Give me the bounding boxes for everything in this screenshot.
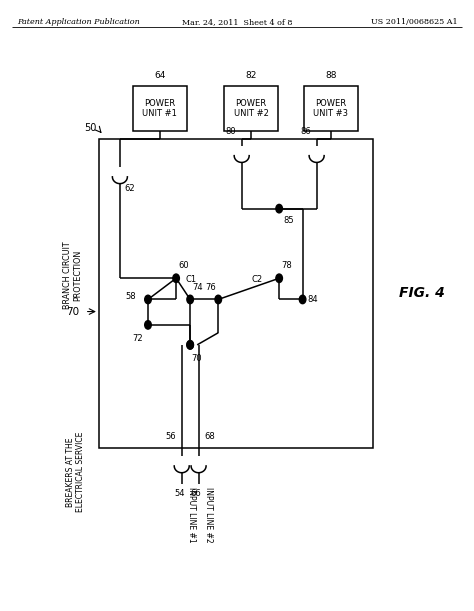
Text: 88: 88 <box>325 71 337 80</box>
Text: POWER
UNIT #2: POWER UNIT #2 <box>234 99 268 119</box>
Text: Mar. 24, 2011  Sheet 4 of 8: Mar. 24, 2011 Sheet 4 of 8 <box>182 18 292 26</box>
Text: US 2011/0068625 A1: US 2011/0068625 A1 <box>371 18 457 26</box>
Circle shape <box>299 295 306 304</box>
Text: 86: 86 <box>300 127 311 136</box>
Text: 58: 58 <box>126 292 137 301</box>
Text: 60: 60 <box>178 262 189 271</box>
Text: BREAKERS AT THE
ELECTRICAL SERVICE: BREAKERS AT THE ELECTRICAL SERVICE <box>66 432 85 512</box>
Text: 78: 78 <box>282 262 292 271</box>
Text: 84: 84 <box>307 295 318 304</box>
Circle shape <box>173 274 179 282</box>
Bar <box>133 86 187 131</box>
Text: 72: 72 <box>133 334 143 343</box>
Text: POWER
UNIT #1: POWER UNIT #1 <box>142 99 177 119</box>
Text: 82: 82 <box>246 71 257 80</box>
Text: C1: C1 <box>185 275 197 284</box>
Text: 70: 70 <box>66 307 80 316</box>
Bar <box>99 139 373 448</box>
Circle shape <box>187 295 193 304</box>
Text: Patent Application Publication: Patent Application Publication <box>17 18 139 26</box>
Bar <box>224 86 278 131</box>
Text: 64: 64 <box>154 71 165 80</box>
Text: 68: 68 <box>204 433 215 441</box>
Text: 54: 54 <box>174 489 185 498</box>
Text: 62: 62 <box>125 185 135 194</box>
Circle shape <box>145 295 151 304</box>
Text: 74: 74 <box>192 283 203 292</box>
Circle shape <box>215 295 221 304</box>
Text: 80: 80 <box>225 127 236 136</box>
Text: FIG. 4: FIG. 4 <box>399 287 445 301</box>
Text: 66: 66 <box>191 489 201 498</box>
Text: C2: C2 <box>251 275 262 284</box>
Bar <box>304 86 357 131</box>
Text: INPUT LINE #2: INPUT LINE #2 <box>204 487 213 543</box>
Text: 50: 50 <box>84 123 97 133</box>
Circle shape <box>145 321 151 329</box>
Circle shape <box>187 340 193 349</box>
Text: 85: 85 <box>284 216 294 225</box>
Text: POWER
UNIT #3: POWER UNIT #3 <box>313 99 348 119</box>
Circle shape <box>187 340 193 349</box>
Circle shape <box>276 205 283 213</box>
Text: 56: 56 <box>165 433 176 441</box>
Text: INPUT LINE #1: INPUT LINE #1 <box>187 487 196 543</box>
Text: 70: 70 <box>191 354 202 363</box>
Circle shape <box>276 274 283 282</box>
Text: 76: 76 <box>205 283 216 292</box>
Text: BRANCH CIRCUIT
PROTECTION: BRANCH CIRCUIT PROTECTION <box>64 241 83 309</box>
